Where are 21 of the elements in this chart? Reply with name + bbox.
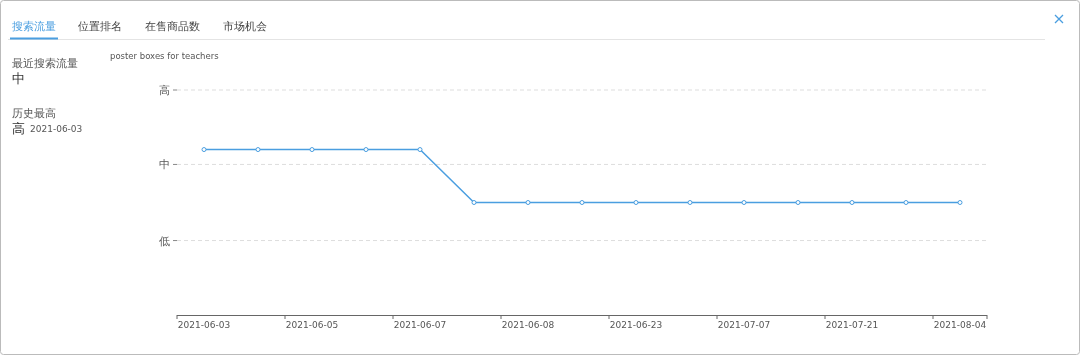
- text: 高: [12, 121, 25, 136]
- x-tick-label: 2021-06-07: [393, 320, 447, 330]
- x-tick-label: 2021-07-21: [825, 320, 879, 330]
- x-tick-label: 2021-06-23: [609, 320, 663, 330]
- text: 历史最高: [12, 107, 56, 119]
- x-tick-label: 2021-08-04: [933, 320, 987, 330]
- text: 2021-06-03: [30, 124, 83, 134]
- ref-line-label: 高: [159, 84, 170, 97]
- x-tick-label: 2021-06-08: [501, 320, 555, 330]
- x-tick-label: 2021-06-05: [285, 320, 339, 330]
- chart-title: poster boxes for teachers: [110, 51, 220, 61]
- ref-line-label: 低: [159, 234, 170, 248]
- text: 位置排名: [78, 20, 122, 33]
- x-tick-label: 2021-07-07: [717, 320, 771, 330]
- text: 搜索流量: [12, 20, 56, 33]
- text: 最近搜索流量: [12, 57, 78, 69]
- text: 市场机会: [223, 20, 267, 33]
- text: 中: [12, 71, 25, 86]
- ref-line-label: 中: [159, 158, 170, 172]
- text: 在售商品数: [145, 20, 200, 33]
- x-tick-label: 2021-06-03: [177, 320, 231, 330]
